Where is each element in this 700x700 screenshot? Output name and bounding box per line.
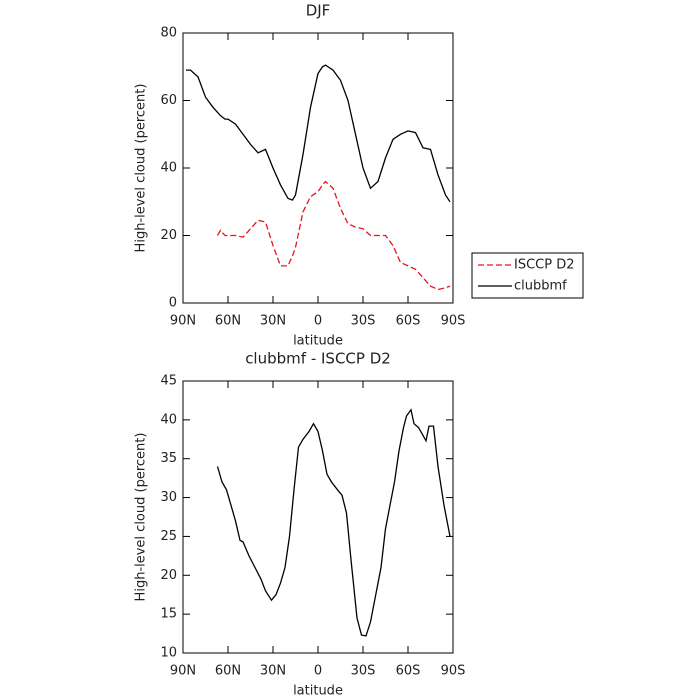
y-axis-label: High-level cloud (percent) <box>134 433 149 602</box>
x-tick-label: 0 <box>314 314 322 329</box>
legend-label: ISCCP D2 <box>514 258 575 273</box>
x-tick-label: 30N <box>260 664 286 679</box>
y-tick-label: 0 <box>169 296 177 311</box>
x-tick-label: 90S <box>441 314 466 329</box>
y-tick-label: 20 <box>160 568 177 583</box>
y-tick-label: 40 <box>160 412 177 427</box>
x-tick-label: 60S <box>396 314 421 329</box>
x-tick-label: 60S <box>396 664 421 679</box>
legend-box <box>471 252 584 299</box>
data-line <box>186 64 451 203</box>
x-axis-label: latitude <box>293 684 343 699</box>
x-tick-label: 90S <box>441 664 466 679</box>
plot-frame <box>182 380 454 654</box>
y-tick-label: 60 <box>160 93 177 108</box>
y-tick-label: 45 <box>160 374 177 389</box>
x-tick-label: 30N <box>260 314 286 329</box>
y-tick-label: 10 <box>160 646 177 661</box>
x-tick-label: 60N <box>215 314 241 329</box>
y-tick-label: 35 <box>160 451 177 466</box>
y-tick-label: 20 <box>160 228 177 243</box>
x-tick-label: 30S <box>351 314 376 329</box>
y-tick-label: 40 <box>160 161 177 176</box>
x-tick-label: 0 <box>314 664 322 679</box>
x-tick-label: 90N <box>170 664 196 679</box>
data-line <box>216 408 451 637</box>
x-axis-label: latitude <box>293 334 343 349</box>
y-tick-label: 30 <box>160 490 177 505</box>
x-tick-label: 60N <box>215 664 241 679</box>
x-tick-label: 30S <box>351 664 376 679</box>
x-tick-label: 90N <box>170 314 196 329</box>
y-tick-label: 15 <box>160 607 177 622</box>
chart-title: clubbmf - ISCCP D2 <box>245 350 391 368</box>
chart-title: DJF <box>306 2 331 20</box>
y-axis-label: High-level cloud (percent) <box>134 84 149 253</box>
data-line <box>216 180 451 291</box>
y-tick-label: 25 <box>160 529 177 544</box>
y-tick-label: 80 <box>160 26 177 41</box>
legend-label: clubbmf <box>514 279 567 294</box>
